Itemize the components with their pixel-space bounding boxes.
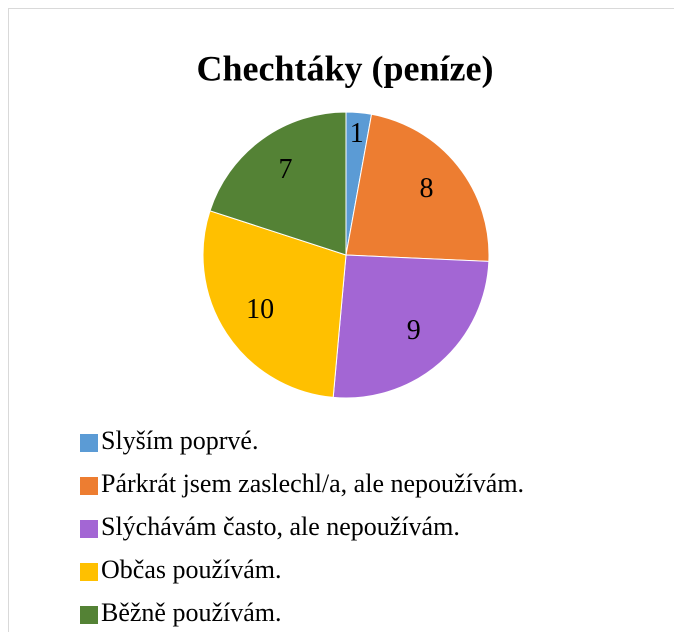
- legend-swatch: [80, 563, 98, 581]
- pie-slice: [332, 254, 490, 399]
- pie-slice: [202, 210, 347, 398]
- data-label: 1: [350, 118, 364, 149]
- data-label: 10: [246, 294, 274, 325]
- data-label: 8: [419, 173, 433, 204]
- legend-swatch: [80, 520, 98, 538]
- data-label: 7: [278, 154, 292, 185]
- legend-label: Párkrát jsem zaslechl/a, ale nepoužívám.: [101, 469, 524, 498]
- legend-label: Slyším poprvé.: [101, 426, 258, 455]
- data-label: 9: [407, 315, 421, 346]
- legend-swatch: [80, 606, 98, 624]
- pie-slice: [209, 111, 347, 256]
- pie-slice: [345, 113, 490, 262]
- legend-label: Občas používám.: [101, 555, 282, 584]
- legend-swatch: [80, 434, 98, 452]
- chart-title: Chechtáky (peníze): [197, 48, 494, 88]
- legend-swatch: [80, 477, 98, 495]
- legend-label: Slýchávám často, ale nepoužívám.: [101, 512, 460, 541]
- legend-label: Běžně používám.: [101, 598, 282, 627]
